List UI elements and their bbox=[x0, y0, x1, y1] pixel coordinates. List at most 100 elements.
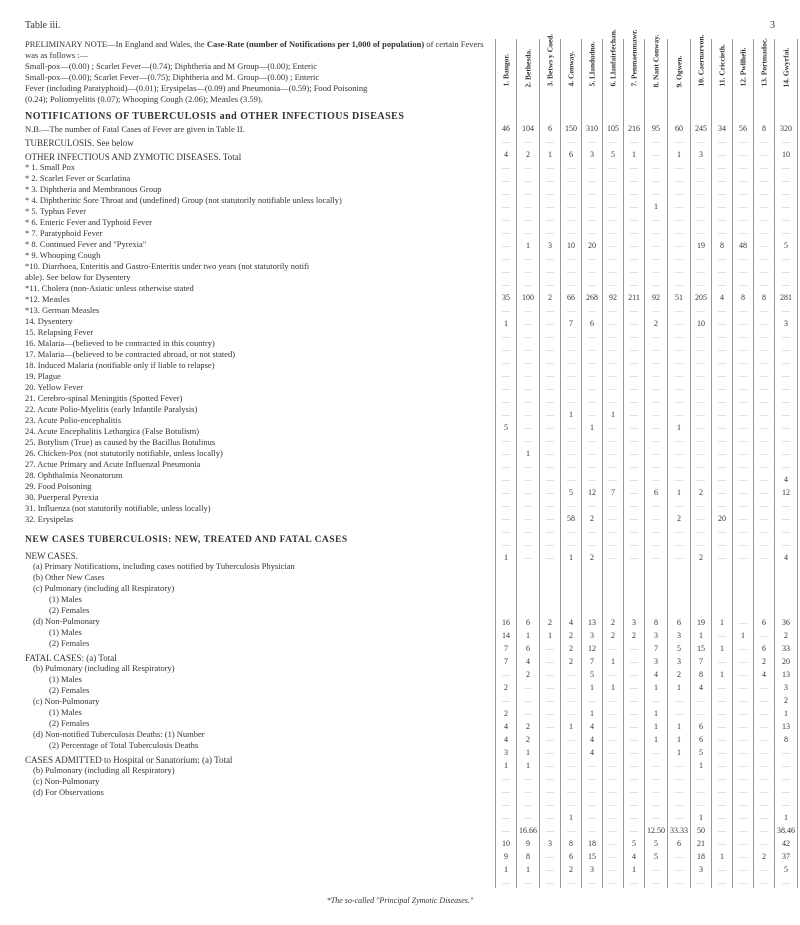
data-cell: — bbox=[582, 875, 603, 888]
data-cell: — bbox=[603, 277, 624, 290]
data-cell: 1 bbox=[561, 810, 582, 823]
data-cell: 5 bbox=[496, 420, 517, 433]
data-cell: — bbox=[603, 498, 624, 511]
data-cell: — bbox=[712, 147, 733, 160]
data-cell: — bbox=[754, 836, 775, 849]
data-cell: — bbox=[517, 433, 540, 446]
data-cell: 4 bbox=[496, 732, 517, 745]
data-cell: 3 bbox=[582, 862, 603, 875]
data-cell: 2 bbox=[691, 550, 712, 563]
data-cell: — bbox=[624, 810, 645, 823]
data-cell: — bbox=[624, 875, 645, 888]
data-cell: 35 bbox=[496, 290, 517, 303]
data-cell: 37 bbox=[775, 849, 798, 862]
data-cell: — bbox=[691, 524, 712, 537]
data-cell: 2 bbox=[561, 628, 582, 641]
data-cell: — bbox=[624, 667, 645, 680]
data-cell: — bbox=[775, 498, 798, 511]
data-cell: — bbox=[754, 173, 775, 186]
data-cell: 14 bbox=[496, 628, 517, 641]
data-cell: — bbox=[582, 225, 603, 238]
data-cell: — bbox=[754, 355, 775, 368]
data-cell: 7 bbox=[496, 641, 517, 654]
data-cell: 66 bbox=[561, 290, 582, 303]
nb-note: N.B.—The number of Fatal Cases of Fever … bbox=[25, 124, 495, 134]
data-cell: — bbox=[645, 251, 668, 264]
data-cell: — bbox=[733, 394, 754, 407]
data-cell: 1 bbox=[561, 407, 582, 420]
data-cell: — bbox=[712, 485, 733, 498]
data-cell: — bbox=[733, 836, 754, 849]
data-cell: 92 bbox=[603, 290, 624, 303]
data-cell: — bbox=[775, 264, 798, 277]
column-header: 5. Llandudno. bbox=[582, 39, 603, 121]
data-cell: — bbox=[561, 823, 582, 836]
data-cell: 36 bbox=[775, 615, 798, 628]
data-cell: — bbox=[712, 875, 733, 888]
data-cell: — bbox=[775, 199, 798, 212]
data-cell: — bbox=[624, 641, 645, 654]
data-cell: — bbox=[712, 654, 733, 667]
data-cell: — bbox=[733, 732, 754, 745]
table-label: Table iii. bbox=[25, 20, 60, 31]
data-cell: — bbox=[733, 784, 754, 797]
data-cell: — bbox=[517, 407, 540, 420]
data-cell: — bbox=[645, 524, 668, 537]
data-cell: — bbox=[582, 342, 603, 355]
data-cell: — bbox=[561, 459, 582, 472]
data-cell: 12 bbox=[775, 485, 798, 498]
data-cell: — bbox=[712, 823, 733, 836]
data-cell: — bbox=[733, 485, 754, 498]
data-cell: — bbox=[712, 810, 733, 823]
data-cell: 3 bbox=[775, 316, 798, 329]
data-cell: — bbox=[496, 407, 517, 420]
data-cell: — bbox=[603, 238, 624, 251]
data-cell: — bbox=[540, 693, 561, 706]
data-cell: — bbox=[496, 537, 517, 550]
notifications-title: NOTIFICATIONS OF TUBERCULOSIS and OTHER … bbox=[25, 111, 495, 122]
data-cell: — bbox=[496, 797, 517, 810]
data-cell: — bbox=[496, 823, 517, 836]
data-cell: — bbox=[624, 758, 645, 771]
data-cell: — bbox=[561, 680, 582, 693]
data-cell: 4 bbox=[645, 667, 668, 680]
data-cell: — bbox=[603, 225, 624, 238]
data-cell: — bbox=[645, 147, 668, 160]
data-cell: — bbox=[668, 238, 691, 251]
data-cell: — bbox=[624, 771, 645, 784]
data-cell: — bbox=[624, 251, 645, 264]
data-cell: — bbox=[645, 394, 668, 407]
cases-admitted-head: CASES ADMITTED to Hospital or Sanatorium… bbox=[25, 755, 495, 765]
data-cell: — bbox=[733, 758, 754, 771]
data-cell: — bbox=[645, 550, 668, 563]
data-cell: 3 bbox=[691, 862, 712, 875]
data-cell: — bbox=[712, 134, 733, 147]
data-cell: — bbox=[582, 186, 603, 199]
data-cell: — bbox=[561, 537, 582, 550]
data-cell: — bbox=[733, 251, 754, 264]
data-cell: — bbox=[517, 251, 540, 264]
data-cell: — bbox=[624, 446, 645, 459]
data-cell: 310 bbox=[582, 121, 603, 134]
data-cell: 1 bbox=[603, 654, 624, 667]
new-cases-title: NEW CASES TUBERCULOSIS: NEW, TREATED AND… bbox=[25, 535, 495, 545]
data-cell: — bbox=[775, 368, 798, 381]
data-cell: — bbox=[561, 667, 582, 680]
data-cell: — bbox=[775, 745, 798, 758]
data-cell: 1 bbox=[645, 199, 668, 212]
data-cell: — bbox=[624, 381, 645, 394]
data-cell: — bbox=[733, 537, 754, 550]
data-cell: 1 bbox=[668, 719, 691, 732]
data-cell: — bbox=[517, 173, 540, 186]
data-cell: 4 bbox=[496, 147, 517, 160]
data-cell: — bbox=[517, 277, 540, 290]
data-cell: 245 bbox=[691, 121, 712, 134]
data-cell: 6 bbox=[668, 615, 691, 628]
data-cell: 5 bbox=[775, 238, 798, 251]
data-cell: — bbox=[561, 212, 582, 225]
data-cell: — bbox=[668, 784, 691, 797]
data-cell: — bbox=[691, 693, 712, 706]
footnote: *The so-called "Principal Zymotic Diseas… bbox=[25, 896, 775, 905]
data-cell: — bbox=[540, 394, 561, 407]
data-cell: — bbox=[517, 186, 540, 199]
